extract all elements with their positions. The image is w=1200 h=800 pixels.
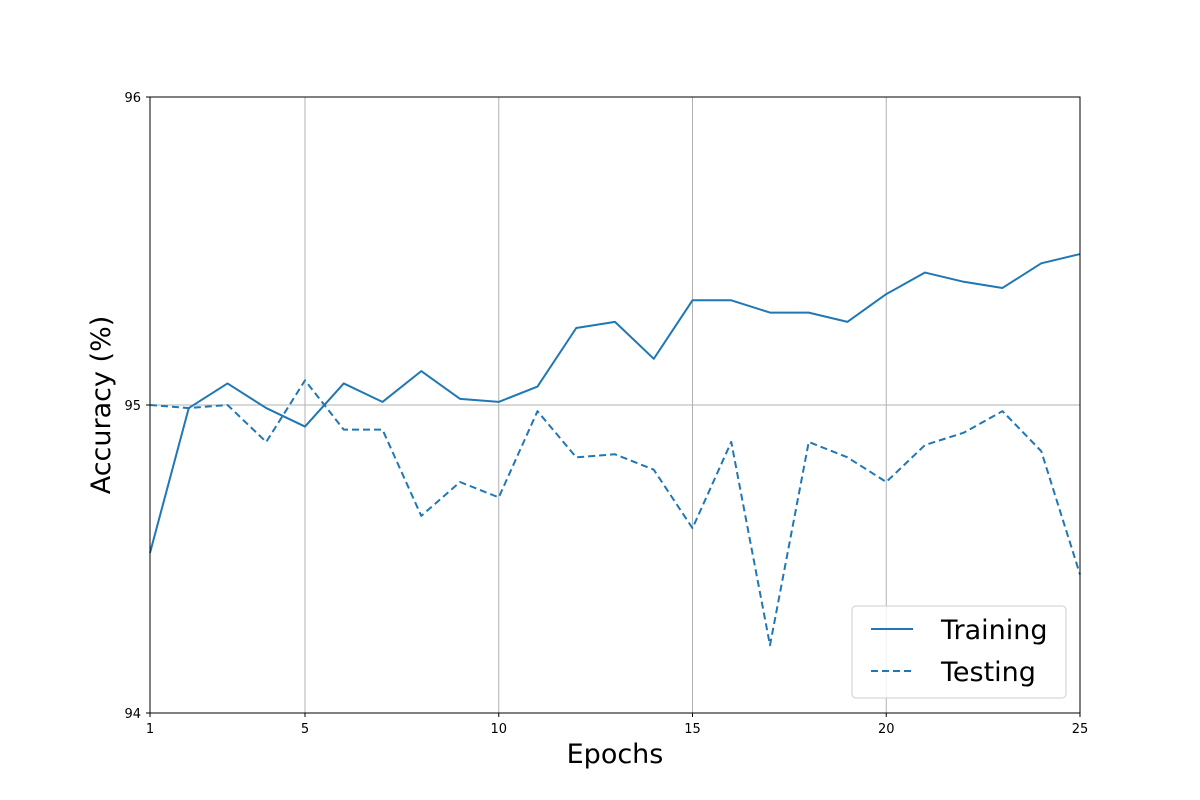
x-tick-label: 1	[146, 722, 154, 737]
legend-label-training: Training	[940, 615, 1048, 646]
x-tick-label: 10	[490, 722, 507, 737]
y-tick-label: 96	[124, 91, 141, 106]
legend: Training Testing	[851, 605, 1067, 699]
y-axis-label: Accuracy (%)	[86, 316, 117, 495]
x-tick-label: 25	[1072, 722, 1089, 737]
x-tick-label: 5	[301, 722, 309, 737]
x-tick-label: 20	[878, 722, 895, 737]
x-tick-label: 15	[684, 722, 701, 737]
y-tick-label: 95	[124, 399, 141, 414]
x-axis-label: Epochs	[567, 739, 664, 770]
y-tick-label: 94	[124, 707, 141, 722]
legend-label-testing: Testing	[940, 657, 1036, 688]
series-line-testing	[149, 379, 1081, 647]
series-lines	[149, 253, 1081, 647]
series-line-training	[149, 253, 1081, 554]
